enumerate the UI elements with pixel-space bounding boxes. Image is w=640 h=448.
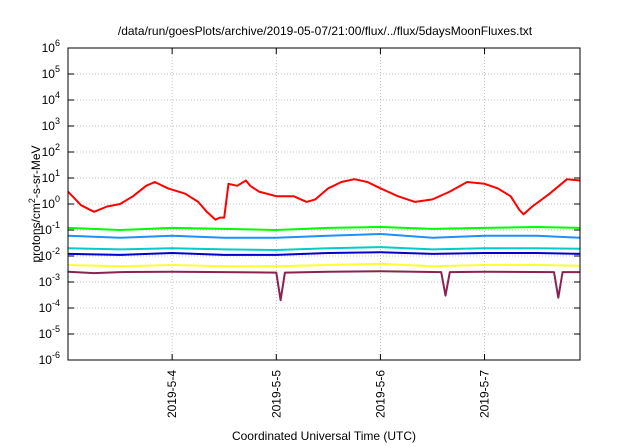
- y-tick-label: 10-6: [39, 350, 60, 367]
- x-tick-label: 2019-5-6: [373, 370, 387, 418]
- y-tick-label: 106: [42, 38, 60, 55]
- y-tick-label: 100: [42, 194, 60, 211]
- series-line-1: [67, 178, 581, 221]
- y-tick-label: 10-1: [39, 220, 60, 237]
- series-line-7: [67, 270, 580, 302]
- x-tick-label: 2019-5-4: [165, 370, 179, 418]
- y-axis-label: protons/cm2-s-sr-MeV: [27, 145, 43, 262]
- x-axis-label: Coordinated Universal Time (UTC): [232, 429, 416, 443]
- grid: [68, 48, 580, 360]
- series-line-2: [67, 226, 581, 231]
- axis-ticks: 10-6 10-5 10-4 10-3 10-2 10-1 100 101 102 103 104 1…: [39, 38, 580, 418]
- x-tick-label: 2019-5-7: [478, 370, 492, 418]
- y-tick-label: 101: [42, 168, 60, 185]
- y-tick-label: 10-5: [39, 324, 60, 341]
- y-tick-label: 10-3: [39, 272, 60, 289]
- y-tick-label: 103: [42, 116, 60, 133]
- y-tick-label: 10-4: [39, 298, 60, 315]
- series-line-4: [67, 246, 581, 251]
- series-group: [67, 178, 581, 302]
- series-line-6: [67, 262, 581, 268]
- series-line-3: [67, 233, 581, 239]
- chart-title: /data/run/goesPlots/archive/2019-05-07/2…: [118, 24, 533, 38]
- y-tick-label: 10-2: [39, 246, 60, 263]
- y-tick-label: 104: [42, 90, 60, 107]
- x-tick-label: 2019-5-5: [269, 370, 283, 418]
- series-line-5: [67, 251, 581, 256]
- y-tick-label: 102: [42, 142, 60, 159]
- y-tick-label: 105: [42, 64, 60, 81]
